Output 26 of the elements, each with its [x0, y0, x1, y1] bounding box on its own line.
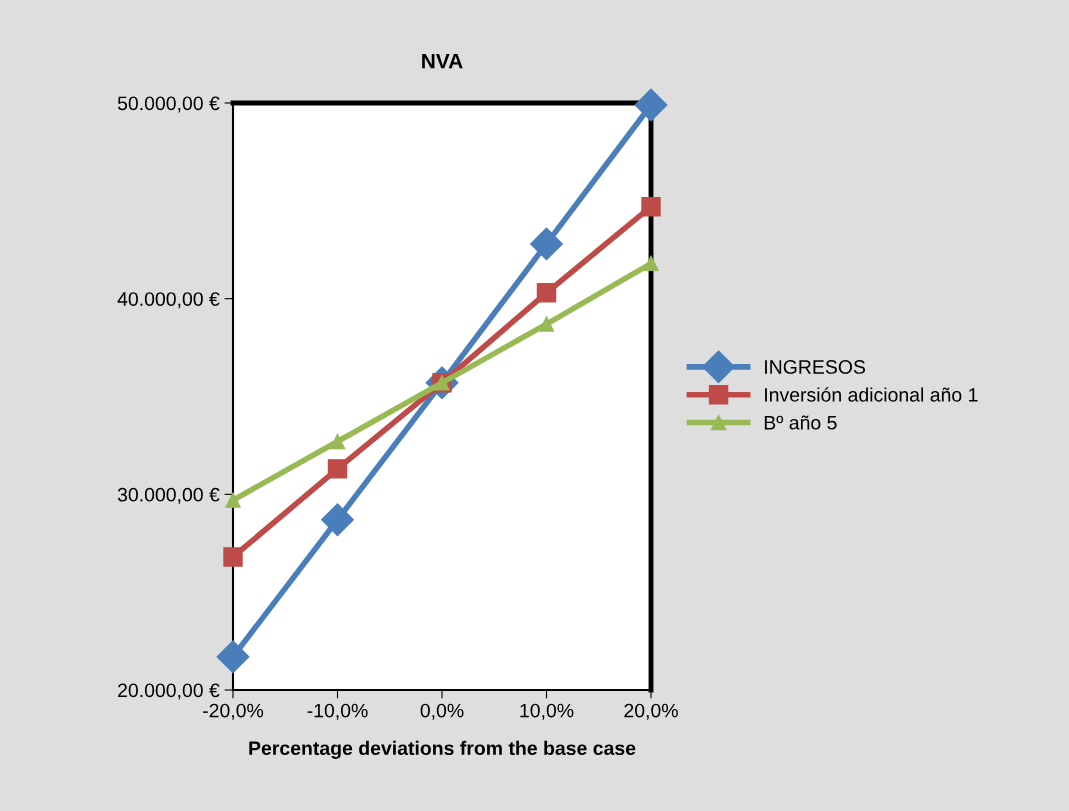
x-tick-label: 20,0%: [624, 703, 678, 720]
y-tick-label: 40.000,00 €: [117, 292, 220, 309]
x-tick-label: 0,0%: [420, 703, 464, 720]
point: [643, 255, 659, 272]
point: [327, 459, 348, 479]
point: [536, 283, 557, 303]
y-tick-label: 20.000,00 €: [118, 683, 220, 700]
x-tick-label: -10,0%: [307, 703, 368, 720]
legend-label: Inversión adicional año 1: [765, 387, 978, 402]
point: [530, 227, 563, 261]
point: [321, 503, 354, 537]
point: [634, 88, 668, 122]
point: [538, 316, 555, 332]
point: [223, 547, 243, 567]
legend-label: Bº año 5: [764, 415, 837, 430]
legend-label: INGRESOS: [765, 360, 866, 374]
y-tick-label: 50.000,00 €: [117, 96, 220, 113]
x-tick-label: 10,0%: [520, 703, 574, 720]
y-tick-label: 30.000,00 €: [117, 487, 220, 504]
point: [225, 492, 241, 508]
point: [641, 196, 661, 217]
point: [216, 640, 250, 674]
x-tick-label: -20,0%: [203, 703, 264, 720]
chart-title: NVA: [422, 53, 463, 69]
x-axis-title: Percentage deviations from the base case: [249, 740, 636, 759]
point: [329, 433, 346, 450]
